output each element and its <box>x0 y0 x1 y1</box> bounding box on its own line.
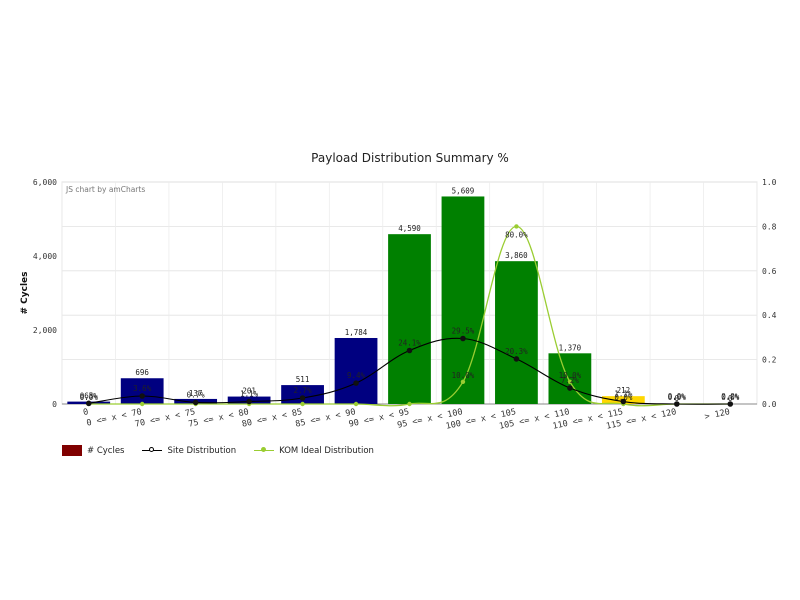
bar-value-label: 0 <box>675 394 680 403</box>
site-point[interactable] <box>299 395 306 401</box>
x-tick-label: 0 <box>82 407 89 418</box>
legend-label-cycles: # Cycles <box>87 445 125 456</box>
site-value-label: 1.1% <box>614 390 633 399</box>
bar-value-label: 3,860 <box>505 251 528 260</box>
bar-value-label: 696 <box>135 368 149 377</box>
site-value-label: 9.4% <box>347 371 366 380</box>
y-tick-label-right: 0.2 <box>762 356 777 365</box>
site-point[interactable] <box>460 335 466 342</box>
bar[interactable] <box>441 196 485 404</box>
bar-value-label: 1,784 <box>345 328 368 337</box>
legend-swatch-kom <box>254 446 275 456</box>
site-point[interactable] <box>674 401 680 407</box>
bar-value-label: 1,370 <box>559 343 582 352</box>
bar-value-label: 212 <box>617 386 631 395</box>
y-tick-label: 4,000 <box>33 252 57 261</box>
site-value-label: 2.7% <box>294 386 313 395</box>
site-value-label: 20.3% <box>505 347 528 356</box>
bar-value-label: 201 <box>242 387 256 396</box>
series-lines: 0.0%10.0%80.0%10.0%0.0% 0.0% 0.0%0.3%3.6%0… <box>80 224 740 407</box>
site-point[interactable] <box>246 398 252 405</box>
site-value-label: 0.3% <box>80 391 99 400</box>
kom-value-label: 0.0% <box>614 393 633 402</box>
bar-value-label: 0 <box>728 394 733 403</box>
y-tick-label: 2,000 <box>33 326 57 335</box>
site-point[interactable] <box>513 356 520 362</box>
site-point[interactable] <box>192 399 199 406</box>
bar[interactable] <box>388 234 431 404</box>
legend-label-kom: KOM Ideal Distribution <box>279 445 374 456</box>
legend-item-site[interactable]: Site Distribution <box>142 446 236 456</box>
y-axis-left: 0 2,000 4,000 6,000 <box>33 178 57 409</box>
x-tick-label: 70 <= x < 75 <box>134 407 196 430</box>
site-point[interactable] <box>353 380 359 386</box>
kom-value-label: 0.0% <box>721 393 740 402</box>
site-value-label: 0.0% <box>721 392 740 401</box>
site-point[interactable] <box>406 347 413 354</box>
site-value-label: 24.1% <box>398 338 421 347</box>
bar-value-label: 65 <box>84 392 93 401</box>
bars <box>67 196 645 404</box>
y-tick-label-right: 0.4 <box>762 311 777 320</box>
x-tick-label: 75 <= x < 80 <box>188 407 250 430</box>
y-tick-label: 6,000 <box>33 178 57 187</box>
bar-value-label: 4,590 <box>398 224 421 233</box>
legend-label-site: Site Distribution <box>167 445 237 456</box>
kom-point[interactable] <box>353 401 359 407</box>
y-tick-label-right: 0.6 <box>762 267 777 276</box>
y-tick-label-right: 0.0 <box>762 400 777 409</box>
y-axis-right: 0.0 0.2 0.4 0.6 0.8 1.0 <box>762 178 777 409</box>
y-tick-label-right: 1.0 <box>762 178 777 187</box>
y-axis-title: # Cycles <box>20 271 30 314</box>
legend: # Cycles Site Distribution KOM Ideal Dis… <box>62 445 374 456</box>
kom-value-label: 0.0% <box>80 393 99 402</box>
kom-point[interactable] <box>567 379 573 384</box>
site-value-label: 7.2% <box>561 376 580 385</box>
bar[interactable] <box>548 353 592 404</box>
chart-title: Payload Distribution Summary % <box>311 151 509 165</box>
site-point[interactable] <box>139 393 145 399</box>
bar-value-label: 511 <box>296 375 310 384</box>
series-line-kom <box>88 225 731 407</box>
kom-value-label: 10.0% <box>452 371 475 380</box>
kom-point[interactable] <box>514 224 519 229</box>
kom-value-label: 0.0% <box>668 393 687 402</box>
site-point[interactable] <box>727 401 734 407</box>
kom-point[interactable] <box>407 401 412 407</box>
kom-point[interactable] <box>300 401 305 407</box>
site-point[interactable] <box>620 398 627 405</box>
x-tick-label: > 120 <box>704 407 731 422</box>
legend-swatch-site <box>142 446 163 456</box>
y-tick-label-right: 0.8 <box>762 222 777 231</box>
bar[interactable] <box>334 337 378 404</box>
site-value-label: 1.1% <box>240 390 259 399</box>
site-value-label: 29.5% <box>452 327 475 336</box>
kom-point[interactable] <box>460 379 466 384</box>
site-point[interactable] <box>567 385 573 391</box>
x-tick-label: 80 <= x < 85 <box>241 407 303 430</box>
bar[interactable] <box>495 261 538 404</box>
chart-credit: JS chart by amCharts <box>65 185 145 194</box>
y-tick-label: 0 <box>52 400 57 409</box>
bar-value-label: 137 <box>189 389 203 398</box>
kom-point[interactable] <box>139 401 145 407</box>
site-value-label: 3.6% <box>133 384 152 393</box>
legend-item-cycles[interactable]: # Cycles <box>62 445 124 456</box>
bar-value-label: 5,609 <box>452 186 475 195</box>
site-point[interactable] <box>85 400 92 407</box>
legend-swatch-cycles <box>62 445 82 456</box>
site-value-label: 0.0% <box>668 392 687 401</box>
x-tick-label: 85 <= x < 90 <box>295 407 357 430</box>
x-tick-label: 0 <= x < 70 <box>86 407 143 428</box>
bar[interactable] <box>120 378 164 404</box>
kom-value-label: 80.0% <box>505 230 528 239</box>
legend-item-kom[interactable]: KOM Ideal Distribution <box>254 446 374 456</box>
site-value-label: 0.7% <box>187 390 206 399</box>
bar-labels: 65 696 137 201 511 1,784 4,590 5,609 3,860 1,370 2… <box>84 186 733 403</box>
kom-value-label: 10.0% <box>559 371 582 380</box>
